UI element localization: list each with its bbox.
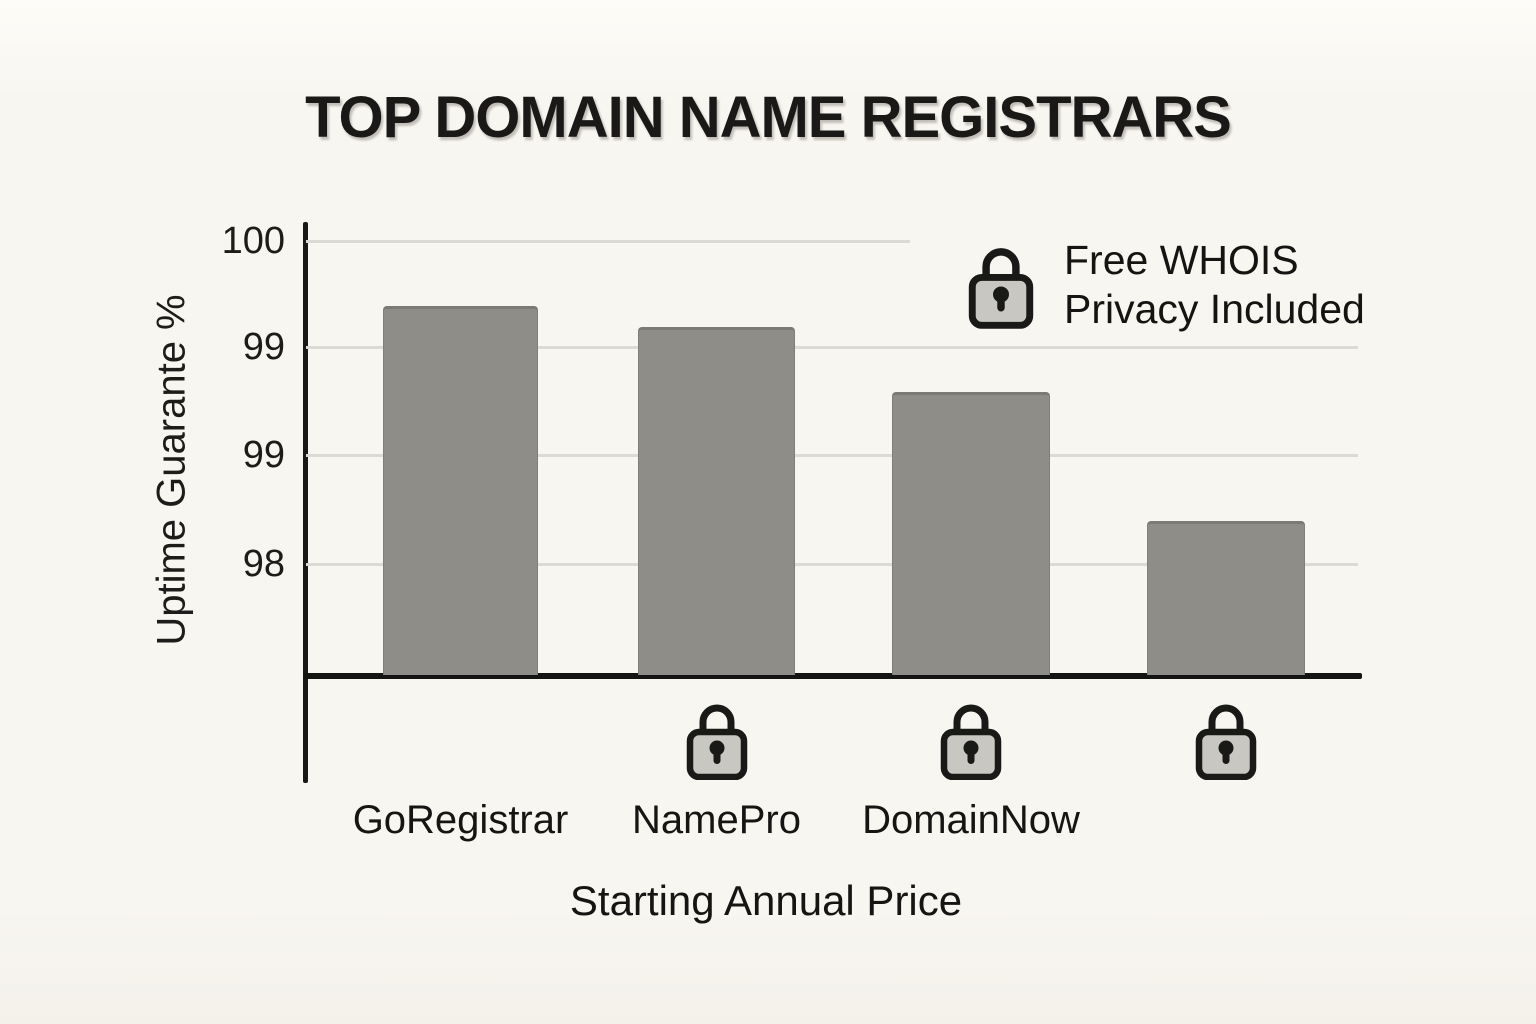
x-axis-title: Starting Annual Price [569, 877, 963, 924]
lock-icon [968, 248, 1034, 329]
y-tick-label: 99 [242, 326, 285, 368]
x-axis-line [303, 673, 1362, 679]
gridline [306, 346, 1358, 349]
bar [892, 392, 1050, 675]
legend-label-line2: Privacy Included [1064, 286, 1365, 332]
gridline [306, 240, 910, 243]
lock-icon [686, 704, 747, 780]
legend-label-line1: Free WHOIS [1064, 237, 1299, 283]
x-tick-label: GoRegistrar [352, 798, 569, 842]
bar [638, 327, 795, 675]
lock-icon [1195, 704, 1257, 780]
y-tick-label: 99 [242, 434, 285, 476]
bar [1147, 521, 1305, 675]
legend-label: Free WHOIS Privacy Included [1064, 236, 1365, 334]
bar [383, 306, 538, 675]
y-axis-line [303, 222, 308, 783]
y-tick-label: 98 [242, 543, 285, 585]
lock-icon [940, 704, 1002, 780]
chart-title: TOP DOMAIN NAME REGISTRARS [305, 85, 1232, 150]
y-tick-label: 100 [221, 220, 285, 262]
x-tick-label: DomainNow [862, 798, 1080, 842]
legend: Free WHOIS Privacy Included [968, 236, 1365, 334]
x-tick-label: NamePro [632, 798, 801, 842]
gridline [306, 454, 1358, 457]
gridline [306, 563, 1358, 566]
